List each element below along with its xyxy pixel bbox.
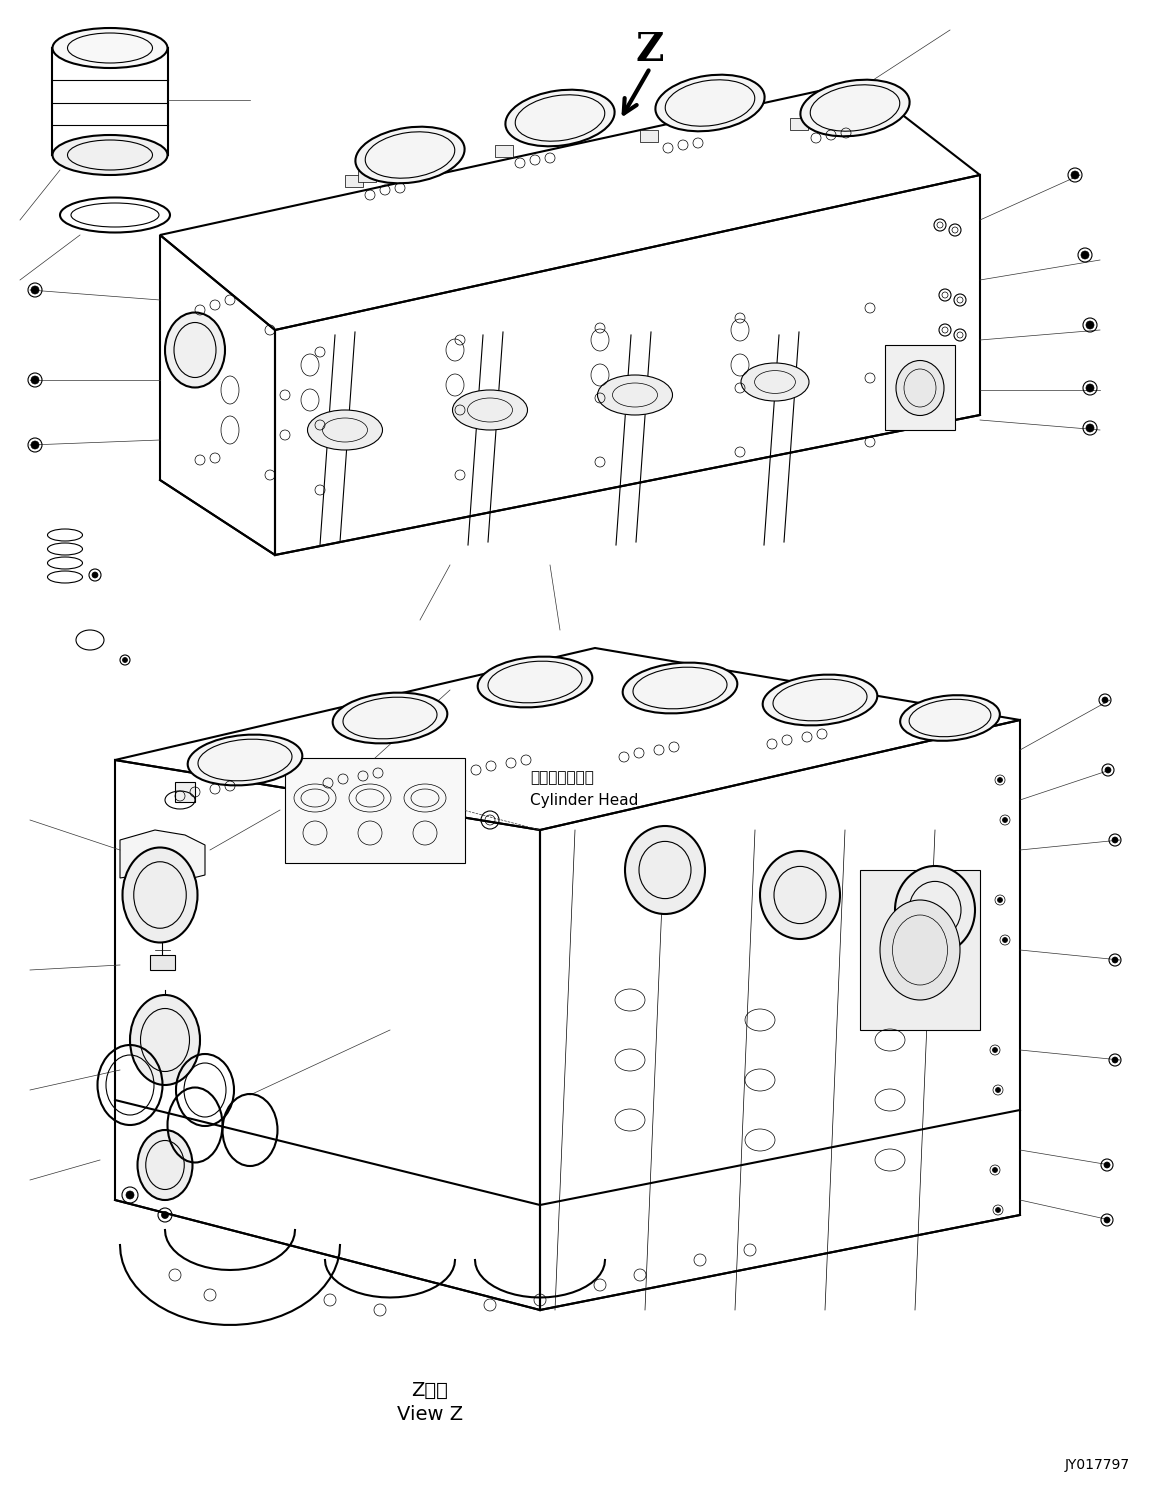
Bar <box>285 758 465 862</box>
Bar <box>153 1059 178 1076</box>
Ellipse shape <box>623 662 738 713</box>
Circle shape <box>31 376 39 383</box>
Text: シリンダヘッド: シリンダヘッド <box>529 770 594 785</box>
Ellipse shape <box>655 75 764 131</box>
Circle shape <box>1087 321 1093 330</box>
Bar <box>640 130 658 142</box>
Bar <box>345 175 363 186</box>
Ellipse shape <box>356 127 465 184</box>
Text: Z: Z <box>635 31 664 69</box>
Circle shape <box>998 898 1003 903</box>
Ellipse shape <box>307 410 382 451</box>
Bar <box>495 145 513 157</box>
Circle shape <box>1104 1217 1110 1223</box>
Circle shape <box>996 1207 1000 1213</box>
Ellipse shape <box>452 389 527 430</box>
Ellipse shape <box>597 374 672 415</box>
Circle shape <box>1105 767 1111 773</box>
Ellipse shape <box>53 134 168 175</box>
Bar <box>790 118 808 130</box>
Bar <box>150 955 175 970</box>
Ellipse shape <box>895 865 975 953</box>
Circle shape <box>996 1088 1000 1092</box>
Circle shape <box>1003 937 1007 943</box>
Circle shape <box>1112 1056 1118 1062</box>
Circle shape <box>1003 818 1007 822</box>
Ellipse shape <box>53 28 168 69</box>
Circle shape <box>1070 172 1078 179</box>
Ellipse shape <box>122 847 198 943</box>
Circle shape <box>1104 1162 1110 1168</box>
Text: Z　視: Z 視 <box>412 1380 449 1399</box>
Circle shape <box>1102 697 1108 703</box>
Circle shape <box>122 658 128 662</box>
Ellipse shape <box>760 850 840 938</box>
Ellipse shape <box>165 312 224 388</box>
Bar <box>885 345 955 430</box>
Ellipse shape <box>188 734 303 785</box>
Circle shape <box>992 1168 998 1173</box>
Circle shape <box>998 777 1003 782</box>
Circle shape <box>1112 956 1118 962</box>
Ellipse shape <box>895 361 944 415</box>
Bar <box>358 170 376 182</box>
Circle shape <box>31 286 39 294</box>
Text: JY017797: JY017797 <box>1065 1458 1130 1473</box>
Circle shape <box>1087 383 1093 392</box>
Ellipse shape <box>625 827 706 915</box>
Ellipse shape <box>881 900 960 1000</box>
Text: View Z: View Z <box>397 1405 463 1425</box>
Ellipse shape <box>137 1129 192 1200</box>
Polygon shape <box>120 830 205 880</box>
Ellipse shape <box>741 363 809 401</box>
Ellipse shape <box>800 79 909 136</box>
Ellipse shape <box>763 674 877 725</box>
Circle shape <box>125 1191 134 1200</box>
Circle shape <box>1087 424 1093 433</box>
Circle shape <box>992 1047 998 1052</box>
Ellipse shape <box>505 90 615 146</box>
Bar <box>175 782 195 803</box>
Circle shape <box>31 442 39 449</box>
Ellipse shape <box>900 695 1000 742</box>
Circle shape <box>161 1212 168 1219</box>
Ellipse shape <box>333 692 448 743</box>
Ellipse shape <box>130 995 200 1085</box>
Circle shape <box>92 571 98 577</box>
Bar <box>860 870 980 1029</box>
Circle shape <box>1112 837 1118 843</box>
Text: Cylinder Head: Cylinder Head <box>529 792 639 807</box>
Circle shape <box>1081 251 1089 260</box>
Ellipse shape <box>478 656 593 707</box>
